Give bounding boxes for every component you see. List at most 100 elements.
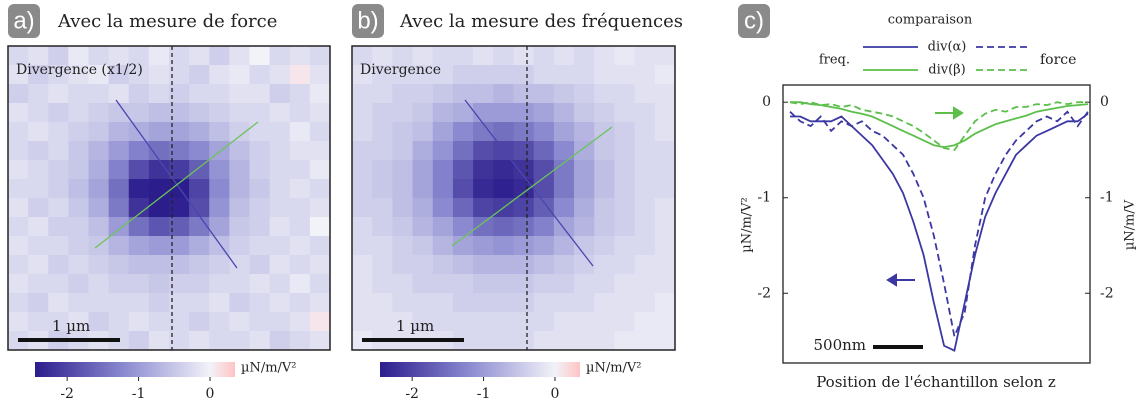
heatmap-cell [8, 65, 29, 85]
heatmap-cell [452, 198, 474, 218]
heatmap-cell [432, 122, 454, 142]
heatmap-cell [392, 103, 414, 123]
heatmap-cell [88, 179, 110, 199]
cut-line [451, 126, 613, 247]
heatmap-cell [352, 293, 373, 313]
heatmap-cell [128, 293, 150, 313]
heatmap-cell [513, 84, 535, 104]
heatmap-cell [452, 65, 474, 85]
heatmap-cell [209, 179, 230, 199]
heatmap-cell [412, 84, 434, 104]
heatmap-cell [574, 312, 595, 332]
heatmap-cell [269, 255, 291, 275]
heatmap-cell [392, 293, 414, 313]
heatmap-cell [28, 255, 49, 275]
heatmap-cell [574, 331, 595, 351]
heatmap-cell [48, 122, 69, 142]
heatmap-cell [533, 331, 555, 351]
heatmap-cell [289, 179, 311, 199]
panel-title: Avec la mesure de force [57, 11, 277, 32]
heatmap-cell [372, 103, 393, 123]
heatmap-cell [108, 198, 130, 218]
heatmap-cell [88, 46, 110, 66]
heatmap-cell [392, 255, 414, 275]
heatmap-cell [412, 179, 434, 199]
heatmap-cell [289, 236, 311, 256]
heatmap-cell [553, 274, 575, 294]
panel-label: b) [357, 7, 378, 34]
heatmap-cell [533, 255, 555, 275]
heatmap-cell [634, 103, 656, 123]
panel-title: Avec la mesure des fréquences [399, 11, 683, 32]
heatmap-cell [249, 217, 271, 237]
heatmap-cell [513, 103, 535, 123]
data-line [789, 110, 1089, 340]
heatmap-cell [88, 293, 110, 313]
heatmap-cell [209, 103, 230, 123]
heatmap-cell [614, 255, 636, 275]
heatmap-cell [189, 179, 210, 199]
heatmap-cell [148, 255, 170, 275]
heatmap-cell [189, 103, 210, 123]
heatmap-cell [269, 331, 291, 351]
heatmap-cell [533, 103, 555, 123]
heatmap-cell [493, 46, 514, 66]
heatmap-cell [169, 217, 190, 237]
heatmap-cell [68, 274, 89, 294]
heatmap-cell [148, 141, 170, 161]
heatmap-cell [594, 179, 615, 199]
heatmap-cell [169, 160, 190, 180]
heatmap-cell [289, 217, 311, 237]
heatmap-cell [352, 198, 373, 218]
scale-bar-label: 500nm [813, 336, 866, 354]
heatmap-cell [128, 179, 150, 199]
heatmap-cell [128, 160, 150, 180]
heatmap-cell [8, 141, 29, 161]
heatmap-cell [634, 65, 656, 85]
heatmap-cell [28, 160, 49, 180]
heatmap-cell [108, 103, 130, 123]
heatmap-cell [8, 103, 29, 123]
heatmap-cell [594, 160, 615, 180]
heatmap-cell [432, 103, 454, 123]
heatmap-cell [594, 312, 615, 332]
heatmap-cell [432, 274, 454, 294]
legend-label: div(α) [928, 40, 967, 55]
heatmap-cell [634, 255, 656, 275]
heatmap-cell [634, 179, 656, 199]
heatmap-cell [48, 141, 69, 161]
heatmap-cell [594, 46, 615, 66]
heatmap-cell [634, 293, 656, 313]
heatmap-cell [473, 160, 494, 180]
cut-line [115, 99, 238, 269]
x-axis-label: Position de l'échantillon selon z [816, 373, 1056, 391]
heatmap-cell [148, 293, 170, 313]
heatmap-cell [128, 198, 150, 218]
heatmap-cell [352, 122, 373, 142]
heatmap-cell [513, 236, 535, 256]
heatmap-cell [634, 160, 656, 180]
heatmap-cell [48, 274, 69, 294]
heatmap-cell [473, 141, 494, 161]
legend-title: comparaison [888, 13, 973, 28]
heatmap-cell [533, 65, 555, 85]
heatmap-cell [412, 122, 434, 142]
heatmap-cell [68, 293, 89, 313]
heatmap-cell [28, 46, 49, 66]
heatmap-cell [108, 293, 130, 313]
heatmap-cell [209, 84, 230, 104]
heatmap-cell [432, 217, 454, 237]
y2-axis-label: µN/m/V [1123, 199, 1138, 250]
heatmap-cell [108, 312, 130, 332]
heatmap-cell [289, 293, 311, 313]
heatmap-cell [189, 217, 210, 237]
heatmap-cell [553, 255, 575, 275]
heatmap-cell [309, 103, 331, 123]
heatmap-cell [392, 217, 414, 237]
heatmap-cell [8, 179, 29, 199]
heatmap-cell [148, 84, 170, 104]
heatmap-cell [654, 84, 676, 104]
heatmap-cell [654, 198, 676, 218]
heatmap-cell [493, 84, 514, 104]
